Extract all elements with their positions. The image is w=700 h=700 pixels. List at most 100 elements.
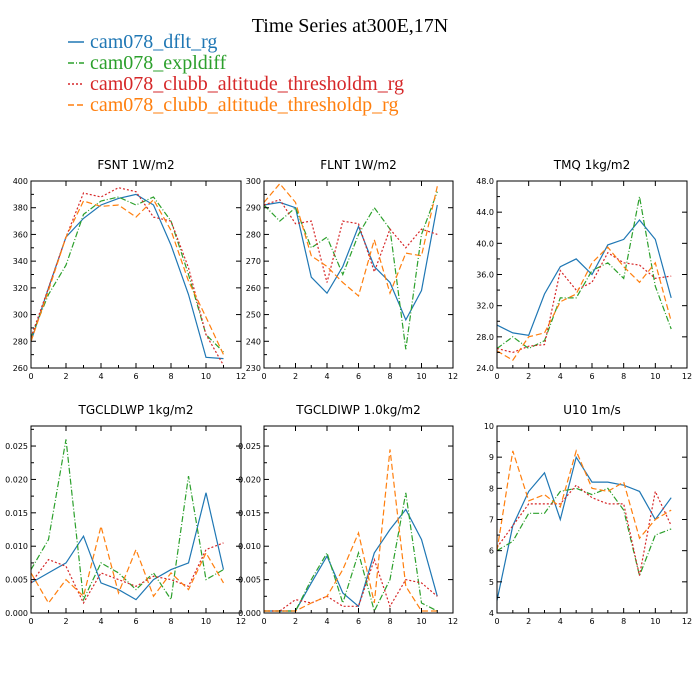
y-tick-label: 0.020 bbox=[5, 475, 28, 484]
y-tick-label: 32.0 bbox=[476, 302, 494, 311]
y-tick-label: 240 bbox=[246, 337, 261, 346]
y-tick-label: 400 bbox=[13, 177, 28, 186]
panel-4: TGCLDLWP 1kg/m2 0 2 4 6 8 10 12 0.000 0.005 0.010 0… bbox=[5, 403, 246, 626]
series-line bbox=[497, 455, 672, 601]
x-tick-label: 8 bbox=[387, 617, 392, 626]
y-tick-label: 24.0 bbox=[476, 364, 494, 373]
x-tick-label: 10 bbox=[201, 617, 211, 626]
series-group bbox=[31, 187, 225, 366]
x-tick-label: 8 bbox=[621, 617, 626, 626]
y-tick-label: 8 bbox=[489, 484, 494, 493]
x-tick-label: 4 bbox=[98, 372, 103, 381]
series-line bbox=[497, 219, 672, 336]
series-line bbox=[497, 196, 672, 350]
x-tick-label: 10 bbox=[416, 617, 426, 626]
y-tick-label: 230 bbox=[246, 364, 261, 373]
series-line bbox=[264, 508, 438, 612]
series-group bbox=[264, 182, 438, 350]
y-tick-label: 0.000 bbox=[238, 609, 261, 618]
x-tick-label: 8 bbox=[168, 617, 173, 626]
legend-item: cam078_clubb_altitude_thresholdm_rg bbox=[68, 73, 404, 95]
legend-label: cam078_expldiff bbox=[90, 52, 227, 74]
y-tick-label: 260 bbox=[13, 364, 28, 373]
y-tick-label: 290 bbox=[246, 204, 261, 213]
series-line bbox=[264, 449, 438, 612]
y-tick-label: 0.015 bbox=[5, 509, 28, 518]
series-group bbox=[31, 439, 225, 605]
legend-item: cam078_expldiff bbox=[68, 52, 227, 74]
series-line bbox=[497, 484, 672, 576]
series-group bbox=[497, 196, 672, 362]
x-tick-label: 6 bbox=[133, 372, 138, 381]
series-line bbox=[31, 196, 224, 353]
series-line bbox=[497, 449, 672, 551]
series-line bbox=[497, 251, 672, 354]
series-line bbox=[264, 557, 438, 612]
x-tick-label: 4 bbox=[558, 372, 563, 381]
plot-frame bbox=[496, 425, 688, 614]
series-line bbox=[31, 526, 225, 605]
series-line bbox=[31, 542, 224, 605]
x-tick-label: 0 bbox=[261, 372, 266, 381]
x-tick-label: 12 bbox=[682, 617, 692, 626]
legend-label: cam078_clubb_altitude_thresholdm_rg bbox=[90, 73, 404, 95]
x-tick-label: 2 bbox=[526, 617, 531, 626]
x-tick-label: 2 bbox=[293, 372, 298, 381]
y-tick-label: 7 bbox=[489, 516, 494, 525]
x-tick-label: 6 bbox=[133, 617, 138, 626]
series-line bbox=[264, 191, 438, 350]
y-tick-label: 0.020 bbox=[238, 475, 261, 484]
x-tick-label: 12 bbox=[448, 617, 458, 626]
x-tick-label: 0 bbox=[494, 372, 499, 381]
x-tick-label: 8 bbox=[387, 372, 392, 381]
panel-title: FLNT 1W/m2 bbox=[320, 158, 397, 172]
panel-title: FSNT 1W/m2 bbox=[97, 158, 174, 172]
x-tick-label: 4 bbox=[324, 372, 329, 381]
y-tick-label: 28.0 bbox=[476, 333, 494, 342]
y-tick-label: 44.0 bbox=[476, 208, 494, 217]
legend-label: cam078_clubb_altitude_thresholdp_rg bbox=[90, 94, 398, 116]
x-tick-label: 6 bbox=[356, 372, 361, 381]
y-tick-label: 0.010 bbox=[238, 542, 261, 551]
x-tick-label: 8 bbox=[621, 372, 626, 381]
y-tick-label: 300 bbox=[246, 177, 261, 186]
y-tick-label: 250 bbox=[246, 311, 261, 320]
y-tick-label: 10 bbox=[484, 422, 494, 431]
x-tick-label: 10 bbox=[201, 372, 211, 381]
x-tick-label: 12 bbox=[682, 372, 692, 381]
x-tick-label: 12 bbox=[448, 372, 458, 381]
legend-item: cam078_clubb_altitude_thresholdp_rg bbox=[68, 94, 398, 116]
x-tick-label: 0 bbox=[494, 617, 499, 626]
panel-title: TGCLDLWP 1kg/m2 bbox=[77, 403, 193, 417]
x-tick-label: 12 bbox=[236, 617, 246, 626]
series-line bbox=[31, 439, 224, 602]
series-line bbox=[264, 182, 438, 297]
y-tick-label: 270 bbox=[246, 257, 261, 266]
panel-title: TGCLDIWP 1.0kg/m2 bbox=[295, 403, 420, 417]
y-tick-label: 360 bbox=[13, 230, 28, 239]
x-tick-label: 2 bbox=[63, 372, 68, 381]
plot-frame bbox=[30, 180, 242, 369]
x-tick-label: 12 bbox=[236, 372, 246, 381]
x-tick-label: 0 bbox=[261, 617, 266, 626]
x-tick-label: 0 bbox=[28, 372, 33, 381]
x-tick-label: 0 bbox=[28, 617, 33, 626]
y-tick-label: 0.005 bbox=[5, 576, 28, 585]
y-tick-label: 0.000 bbox=[5, 609, 28, 618]
panel-2: FLNT 1W/m2 0 2 4 6 8 10 12 230 240 250 260 270 280 290… bbox=[246, 158, 458, 381]
y-tick-label: 0.005 bbox=[238, 576, 261, 585]
panel-title: U10 1m/s bbox=[563, 403, 621, 417]
panels: FSNT 1W/m20 2 4 6 8 10 12260280300320340360380… bbox=[5, 158, 692, 626]
x-tick-label: 4 bbox=[98, 617, 103, 626]
y-tick-label: 0.010 bbox=[5, 542, 28, 551]
series-line bbox=[31, 198, 225, 355]
x-tick-label: 6 bbox=[356, 617, 361, 626]
y-tick-label: 0.015 bbox=[238, 509, 261, 518]
y-tick-label: 40.0 bbox=[476, 239, 494, 248]
y-tick-label: 0.025 bbox=[5, 442, 28, 451]
x-tick-label: 2 bbox=[293, 617, 298, 626]
y-tick-label: 9 bbox=[489, 453, 494, 462]
x-tick-label: 10 bbox=[416, 372, 426, 381]
x-tick-label: 6 bbox=[589, 372, 594, 381]
